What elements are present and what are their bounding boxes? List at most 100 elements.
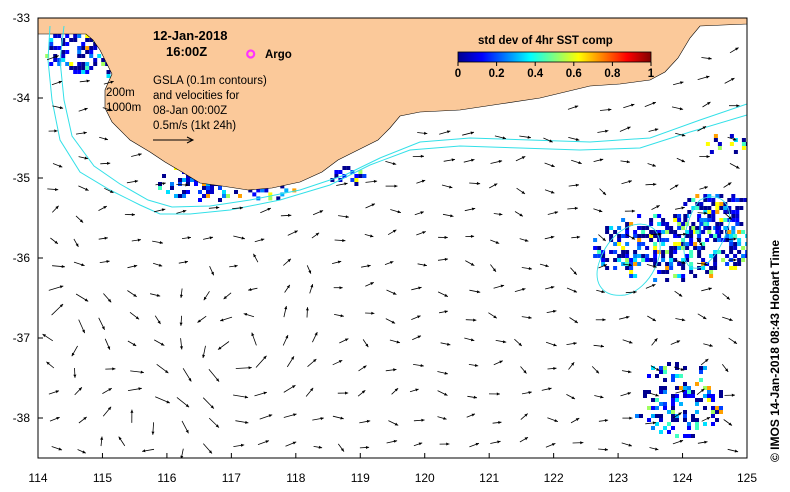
- sst-cell: [633, 250, 638, 254]
- velocity-arrow: [724, 212, 733, 220]
- sst-cell: [194, 182, 198, 186]
- colorbar: [457, 51, 652, 63]
- sst-cell: [729, 246, 734, 250]
- sst-cell: [721, 258, 726, 262]
- sst-cell: [655, 414, 659, 418]
- sst-cell: [206, 190, 210, 194]
- sst-cell: [669, 266, 674, 270]
- sst-cell: [57, 62, 62, 66]
- sst-cell: [77, 66, 82, 70]
- sst-cell: [61, 38, 66, 42]
- velocity-arrow: [489, 183, 498, 189]
- velocity-arrow: [440, 342, 451, 346]
- sst-cell: [735, 198, 740, 202]
- info-line-1: GSLA (0.1m contours): [153, 75, 267, 87]
- velocity-arrow: [305, 307, 309, 318]
- velocity-arrow: [416, 179, 426, 184]
- sst-cell: [657, 250, 662, 254]
- sst-cell: [699, 222, 704, 226]
- velocity-arrow: [566, 287, 578, 293]
- velocity-arrow: [703, 343, 713, 347]
- velocity-arrow: [179, 288, 183, 298]
- sst-cell: [226, 194, 230, 198]
- sst-cell: [733, 150, 738, 154]
- colorbar-tick-label: 0.6: [566, 68, 582, 80]
- velocity-arrow: [648, 128, 659, 132]
- sst-cell: [651, 398, 655, 402]
- x-tick-label: 116: [157, 471, 176, 485]
- sst-cell: [85, 66, 90, 70]
- velocity-arrow: [283, 305, 288, 318]
- sst-cell: [707, 194, 712, 198]
- sst-cell: [697, 246, 702, 250]
- sst-cell: [711, 218, 716, 222]
- velocity-arrow: [52, 163, 63, 168]
- velocity-arrow: [598, 419, 609, 422]
- sst-cell: [667, 430, 671, 434]
- velocity-arrow: [358, 365, 367, 372]
- sst-cell: [673, 242, 678, 246]
- sst-cell: [693, 230, 698, 234]
- velocity-arrow: [260, 207, 272, 214]
- sst-cell: [633, 254, 638, 258]
- velocity-arrow: [647, 163, 657, 167]
- sst-cell: [681, 262, 686, 266]
- sst-cell: [617, 238, 622, 242]
- velocity-arrow: [283, 413, 297, 418]
- sst-cell: [661, 254, 666, 258]
- sst-cell: [657, 262, 662, 266]
- sst-cell: [69, 62, 74, 66]
- sst-cell: [663, 366, 667, 370]
- sst-cell: [683, 218, 688, 222]
- sst-cell: [101, 58, 106, 62]
- y-tick-label: -37: [13, 331, 31, 345]
- sst-cell: [89, 66, 94, 70]
- velocity-arrow: [100, 161, 111, 165]
- sst-cell: [717, 250, 722, 254]
- velocity-arrow: [519, 238, 529, 242]
- velocity-arrow: [312, 331, 318, 343]
- sst-cell: [186, 178, 190, 182]
- sst-cell: [633, 230, 638, 234]
- velocity-arrow: [411, 286, 422, 291]
- velocity-arrow: [219, 316, 233, 322]
- velocity-arrow: [596, 289, 605, 294]
- sst-cell: [629, 222, 634, 226]
- velocity-arrow: [203, 236, 214, 240]
- sst-cell: [697, 218, 702, 222]
- sst-cell: [711, 398, 715, 402]
- sst-cell: [617, 234, 622, 238]
- contour-200m-label: 200m: [106, 87, 135, 99]
- velocity-arrow: [413, 418, 425, 422]
- velocity-arrow: [217, 341, 230, 350]
- sst-cell: [85, 38, 90, 42]
- sst-cell: [687, 434, 691, 438]
- velocity-arrow: [515, 156, 526, 162]
- velocity-arrow: [130, 370, 144, 374]
- velocity-arrow: [417, 263, 427, 267]
- sst-cell: [681, 266, 686, 270]
- velocity-arrow: [670, 340, 681, 345]
- velocity-arrow: [229, 264, 238, 268]
- sst-cell: [77, 62, 82, 66]
- velocity-arrow: [547, 367, 557, 370]
- velocity-arrow: [570, 417, 580, 424]
- velocity-arrow: [51, 303, 64, 316]
- velocity-arrow: [179, 315, 183, 326]
- sst-cell: [741, 146, 746, 150]
- velocity-arrow: [359, 419, 371, 424]
- sst-cell: [727, 230, 732, 234]
- sst-cell: [284, 188, 289, 193]
- velocity-arrow: [649, 447, 659, 451]
- argo-legend-label: Argo: [265, 49, 292, 61]
- velocity-arrow: [47, 188, 59, 191]
- sst-cell: [671, 426, 675, 430]
- velocity-arrow: [620, 392, 632, 397]
- velocity-arrow: [384, 261, 394, 265]
- sst-cell: [693, 246, 698, 250]
- sst-cell: [677, 234, 682, 238]
- sst-cell: [677, 222, 682, 226]
- velocity-arrow: [79, 79, 90, 83]
- velocity-arrow: [566, 342, 577, 345]
- sst-cell: [669, 262, 674, 266]
